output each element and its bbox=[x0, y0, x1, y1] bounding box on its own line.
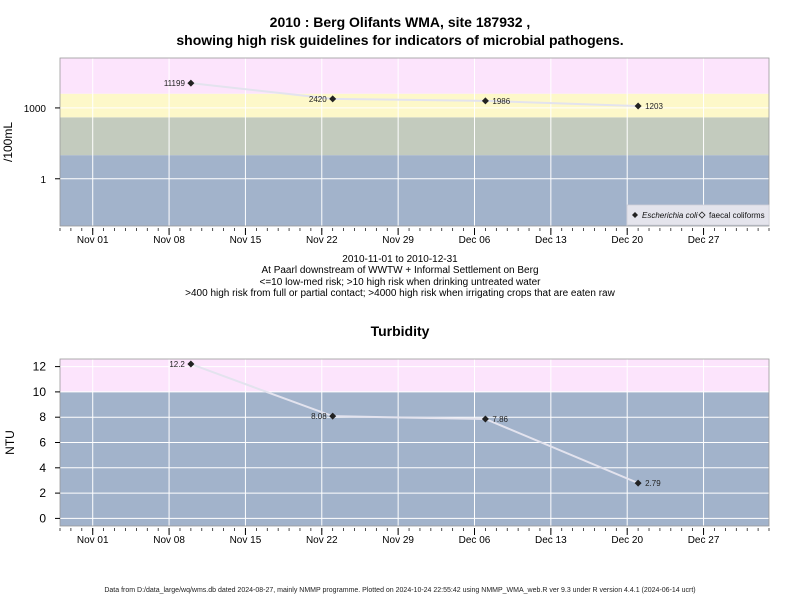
data-label-0-2: 1986 bbox=[492, 97, 510, 106]
data-point-1-2 bbox=[481, 415, 489, 423]
data-label-0-1: 2420 bbox=[309, 95, 327, 104]
risk-band-0-2 bbox=[60, 93, 769, 118]
series-line-0-0 bbox=[190, 82, 639, 108]
data-point-0-3 bbox=[634, 102, 642, 110]
risk-band-1-0 bbox=[60, 391, 769, 526]
xtick-label-1-7: Dec 20 bbox=[611, 535, 643, 546]
plot-frame-0 bbox=[59, 57, 770, 227]
turbidity-title: Turbidity bbox=[370, 323, 430, 339]
data-label-1-0: 12.2 bbox=[169, 360, 185, 369]
ylabel-0: /100mL bbox=[1, 122, 15, 162]
xtick-label-1-4: Nov 29 bbox=[382, 535, 414, 546]
legend-marker-1 bbox=[698, 211, 706, 219]
xtick-label-1-8: Dec 27 bbox=[688, 535, 720, 546]
xtick-label-1-0: Nov 01 bbox=[77, 535, 109, 546]
xtick-label-0-6: Dec 13 bbox=[535, 235, 567, 246]
xtick-label-0-8: Dec 27 bbox=[688, 235, 720, 246]
ylabel-1: NTU bbox=[3, 430, 17, 455]
data-label-0-0: 11199 bbox=[164, 79, 186, 88]
data-label-1-1: 8.08 bbox=[311, 412, 327, 421]
risk-band-1-1 bbox=[60, 359, 769, 392]
xtick-label-1-6: Dec 13 bbox=[535, 535, 567, 546]
caption-site: At Paarl downstream of WWTW + Informal S… bbox=[261, 265, 539, 276]
xtick-label-1-1: Nov 08 bbox=[153, 535, 185, 546]
legend-label-1: faecal coliforms bbox=[709, 211, 765, 220]
ytick-label-0-0: 1 bbox=[40, 175, 46, 186]
ytick-label-1-3: 6 bbox=[39, 436, 46, 450]
data-point-1-1 bbox=[329, 412, 337, 420]
data-label-1-3: 2.79 bbox=[645, 479, 661, 488]
ytick-label-1-4: 8 bbox=[39, 410, 46, 424]
xtick-label-0-4: Nov 29 bbox=[382, 235, 414, 246]
legend-label-0: Escherichia coli bbox=[642, 211, 698, 220]
ytick-label-0-1: 1000 bbox=[24, 104, 47, 115]
risk-band-0-1 bbox=[60, 117, 769, 156]
xtick-label-0-2: Nov 15 bbox=[230, 235, 262, 246]
ytick-label-1-5: 10 bbox=[33, 385, 47, 399]
xtick-label-0-1: Nov 08 bbox=[153, 235, 185, 246]
xtick-label-0-0: Nov 01 bbox=[77, 235, 109, 246]
data-point-0-0 bbox=[187, 79, 195, 87]
data-point-0-2 bbox=[481, 97, 489, 105]
legend-marker-0 bbox=[632, 212, 638, 218]
data-label-1-2: 7.86 bbox=[492, 415, 508, 424]
data-point-1-0 bbox=[187, 360, 195, 368]
xtick-label-1-3: Nov 22 bbox=[306, 535, 338, 546]
xtick-label-0-5: Dec 06 bbox=[459, 235, 491, 246]
data-point-0-1 bbox=[329, 95, 337, 103]
legend-box bbox=[626, 204, 770, 226]
ytick-label-1-0: 0 bbox=[39, 511, 46, 525]
caption-contact-risk: >400 high risk from full or partial cont… bbox=[185, 288, 615, 299]
xtick-label-1-5: Dec 06 bbox=[459, 535, 491, 546]
ytick-label-1-2: 4 bbox=[39, 461, 46, 475]
xtick-label-0-3: Nov 22 bbox=[306, 235, 338, 246]
series-line-1-0 bbox=[190, 363, 639, 485]
chart-title-line-2: showing high risk guidelines for indicat… bbox=[176, 32, 624, 48]
footer-note: Data from D:/data_large/wq/wms.db dated … bbox=[104, 587, 696, 594]
ytick-label-1-1: 2 bbox=[39, 486, 46, 500]
chart-title-line-1: 2010 : Berg Olifants WMA, site 187932 , bbox=[269, 14, 531, 30]
data-point-1-3 bbox=[634, 479, 642, 487]
risk-band-0-3 bbox=[60, 58, 769, 94]
ytick-label-1-6: 12 bbox=[33, 360, 47, 374]
xtick-label-0-7: Dec 20 bbox=[611, 235, 643, 246]
caption-drinking-risk: <=10 low-med risk; >10 high risk when dr… bbox=[259, 277, 541, 288]
xtick-label-1-2: Nov 15 bbox=[230, 535, 262, 546]
data-label-0-3: 1203 bbox=[645, 102, 663, 111]
caption-date-range: 2010-11-01 to 2010-12-31 bbox=[342, 254, 458, 265]
